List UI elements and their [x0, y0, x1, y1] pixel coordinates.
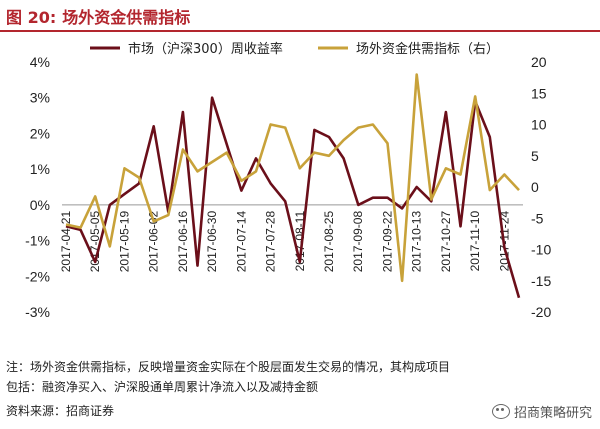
x-tick-label: 2017-08-25	[322, 211, 336, 273]
x-tick-label: 2017-06-30	[205, 211, 219, 273]
x-tick-label: 2017-06-02	[147, 211, 161, 273]
y-right-tick-label: 0	[531, 179, 539, 195]
y-left-tick-label: 1%	[30, 161, 50, 177]
x-tick-label: 2017-07-14	[234, 211, 248, 273]
legend-label-2: 场外资金供需指标（右）	[356, 41, 499, 57]
figure-note: 注：场外资金供需指标，反映增量资金实际在个股层面发生交易的情况，其构成项目 包括…	[6, 357, 596, 397]
wechat-icon	[491, 404, 510, 419]
x-tick-label: 2017-09-08	[351, 211, 365, 273]
y-right-tick-label: -5	[531, 210, 544, 226]
x-tick-label: 2017-10-27	[439, 211, 453, 273]
note-line-2: 包括：融资净买入、沪深股通单周累计净流入以及减持金额	[6, 380, 319, 394]
x-tick-label: 2017-10-13	[410, 211, 424, 273]
y-right-tick-label: -10	[531, 242, 551, 258]
series-line-2	[65, 73, 520, 283]
legend-label-1: 市场（沪深300）周收益率	[128, 41, 283, 57]
watermark-text: 招商策略研究	[513, 406, 592, 421]
figure-header: 图 20: 场外资金供需指标	[0, 0, 600, 32]
y-left-tick-label: 2%	[30, 125, 50, 141]
y-left-tick-label: 0%	[30, 197, 50, 213]
y-right-tick-label: 20	[531, 54, 547, 70]
y-right-tick-label: 5	[531, 148, 539, 164]
x-tick-label: 2017-09-22	[380, 211, 394, 273]
watermark: 招商策略研究	[491, 402, 592, 421]
x-tick-label: 2017-05-19	[117, 211, 131, 273]
y-left-tick-label: -2%	[25, 268, 50, 284]
x-tick-label: 2017-06-16	[176, 211, 190, 273]
source-text: 资料来源：招商证券	[6, 404, 115, 418]
figure-title-text: 场外资金供需指标	[62, 8, 191, 27]
y-left-tick-label: 3%	[30, 90, 50, 106]
y-left-tick-label: -1%	[25, 233, 50, 249]
x-tick-label: 2017-04-21	[59, 211, 73, 273]
note-line-1: 注：场外资金供需指标，反映增量资金实际在个股层面发生交易的情况，其构成项目	[6, 360, 451, 374]
y-right-tick-label: 10	[531, 117, 547, 133]
x-tick-label: 2017-07-28	[264, 211, 278, 273]
series-line-1	[65, 96, 521, 299]
y-right-tick-label: -20	[531, 304, 551, 320]
figure-title: 图 20: 场外资金供需指标	[6, 4, 190, 28]
y-left-tick-label: -3%	[25, 304, 50, 320]
y-right-tick-label: 15	[531, 85, 547, 101]
chart: -3% -2% -1% 0% 1% 2% 3% 4% -20 -15 -10 -5 0 5 10 15 20 20…	[25, 41, 551, 320]
y-left-tick-label: 4%	[30, 54, 50, 70]
y-right-tick-label: -15	[531, 273, 551, 289]
figure-label: 图 20:	[6, 8, 57, 27]
x-tick-label: 2017-11-10	[468, 211, 482, 272]
